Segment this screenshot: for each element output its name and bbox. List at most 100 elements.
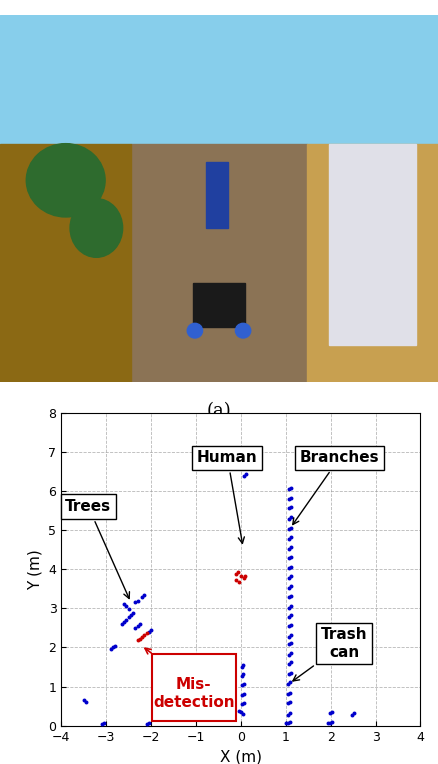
Point [286,513,293,525]
Point [286,503,293,515]
Point [242,570,249,582]
Point [240,678,247,690]
Point [143,626,150,639]
Text: Mis-
detection: Mis- detection [153,678,235,710]
Point [286,483,293,495]
Point [288,481,295,494]
Point [286,591,293,604]
Point [130,607,137,620]
Point [120,616,128,628]
Point [326,707,333,720]
Point [287,686,294,698]
Point [288,511,295,523]
Point [286,668,293,680]
Point [132,622,139,634]
Point [240,668,247,680]
Point [285,678,292,690]
Point [145,626,152,638]
Point [285,709,292,721]
Point [107,643,114,656]
Point [240,659,247,672]
Point [141,629,148,641]
Point [134,620,141,632]
Point [127,609,134,621]
Point [134,594,141,607]
Point [232,568,239,580]
Point [288,541,295,553]
Point [285,697,292,709]
Point [145,717,152,729]
Point [112,639,119,652]
Point [241,470,248,482]
Bar [193,283,245,327]
Point [123,614,130,626]
Point [287,707,294,720]
Point [288,492,295,504]
Point [286,562,293,575]
Point [286,571,293,584]
Bar [307,144,438,382]
Point [288,656,295,668]
Point [110,641,117,653]
Point [125,603,132,615]
Text: Branches: Branches [293,450,379,525]
Point [285,717,292,729]
Point [243,448,250,461]
Point [243,459,250,471]
Point [286,542,293,555]
Point [288,561,295,573]
Point [288,609,295,621]
Point [148,623,155,636]
Point [286,638,293,650]
Point [350,707,357,720]
Point [238,698,245,711]
Point [286,552,293,565]
Point [282,717,289,730]
Point [288,666,295,678]
Point [237,570,244,582]
Point [349,709,356,721]
Point [243,468,250,481]
Point [288,581,295,593]
Point [288,629,295,641]
Point [141,588,148,601]
Point [238,661,245,673]
Point [288,570,295,582]
Point [288,647,295,659]
Ellipse shape [70,199,123,257]
Point [238,678,245,691]
Point [238,689,245,701]
Point [286,611,293,623]
Text: Trees: Trees [65,499,130,598]
Point [288,551,295,563]
Point [286,582,293,594]
Point [328,706,335,718]
Bar [206,162,228,228]
Point [235,566,242,578]
Text: (a): (a) [207,402,231,420]
Point [240,697,247,709]
Point [241,461,248,473]
Point [286,630,293,643]
Point [138,591,145,603]
Point [286,620,293,632]
Ellipse shape [187,323,202,338]
Point [288,636,295,649]
X-axis label: X (m): X (m) [220,749,262,764]
Point [286,523,293,536]
Bar [131,144,307,382]
Point [237,706,244,718]
Ellipse shape [26,144,105,217]
Point [236,575,243,588]
Point [241,450,248,462]
Point [325,717,332,730]
Point [288,501,295,513]
Point [98,717,105,730]
Bar [0,15,438,144]
Point [118,618,125,630]
Bar [0,144,131,382]
Bar [152,654,237,721]
Point [123,601,130,613]
Point [287,676,294,688]
Point [125,611,132,623]
